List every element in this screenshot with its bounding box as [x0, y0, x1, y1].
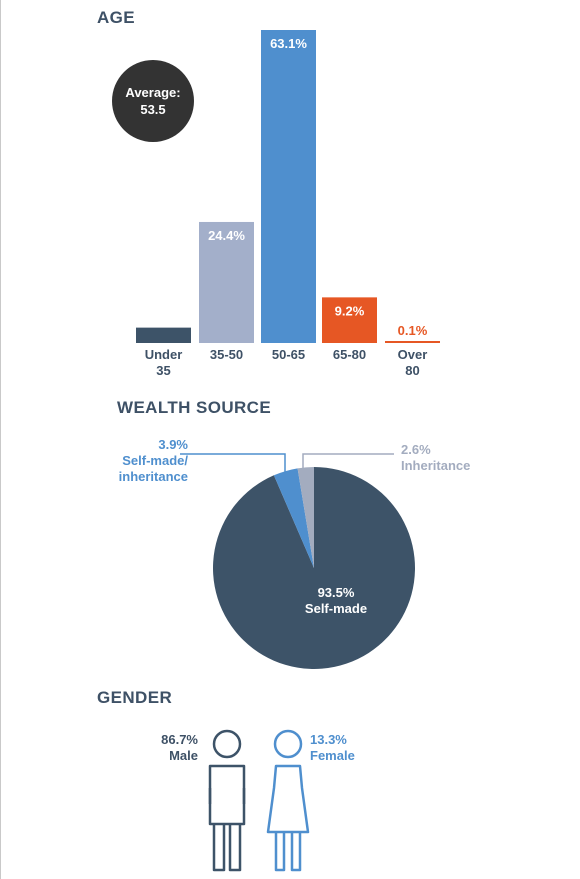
inheritance-leader-line [302, 453, 394, 472]
self-made-name: Self-made [304, 601, 368, 616]
wealth-slice-1 [213, 467, 416, 669]
age-category-label-5: 80 [405, 363, 419, 378]
male-figure-icon [208, 729, 246, 872]
age-bar-value-label-2: 24.4% [208, 228, 245, 243]
inheritance-name: Inheritance [401, 458, 471, 473]
wealth-section-title: WEALTH SOURCE [117, 398, 272, 417]
inheritance-value: 2.6% [401, 442, 431, 457]
age-bar-4 [322, 297, 377, 343]
age-bar-2 [199, 221, 254, 343]
wealth-slice-2 [273, 468, 314, 568]
age-section-title: AGE [97, 8, 136, 27]
self-made-label: 93.5% Self-made [283, 585, 389, 617]
age-bar-value-label-1: 3.1% [149, 310, 179, 325]
gender-section-title: GENDER [97, 688, 173, 707]
average-value: 53.5 [140, 102, 166, 117]
average-age-badge: Average: 53.5 [112, 60, 194, 142]
female-value: 13.3% [310, 732, 347, 747]
age-bar-3 [261, 30, 316, 343]
age-bar-value-label-3: 63.1% [270, 36, 307, 51]
female-label: 13.3% Female [310, 732, 355, 764]
self-made-inheritance-value: 3.9% [158, 437, 188, 452]
age-category-label-3: 50-65 [272, 347, 305, 362]
inheritance-label: 2.6% Inheritance [401, 442, 470, 474]
age-bar-value-label-5: 0.1% [398, 323, 428, 338]
age-category-label-4: 65-80 [333, 347, 366, 362]
self-made-inheritance-leader-line [180, 453, 286, 474]
age-category-label-5: Over [398, 347, 428, 362]
male-label: 86.7% Male [130, 732, 198, 764]
self-made-value: 93.5% [317, 585, 355, 600]
self-made-inheritance-label: 3.9% Self-made/inheritance [110, 437, 188, 485]
age-category-label-1: 35 [156, 363, 170, 378]
age-category-label-2: 35-50 [210, 347, 243, 362]
female-figure-icon [266, 729, 310, 872]
age-bar-value-label-4: 9.2% [335, 303, 365, 318]
wealth-slice-3 [297, 467, 314, 568]
age-bar-1 [136, 327, 191, 343]
average-label: Average: [125, 85, 181, 100]
male-name: Male [169, 748, 198, 763]
self-made-inheritance-name: Self-made/inheritance [118, 453, 188, 484]
age-bar-5 [385, 341, 440, 343]
left-border [0, 0, 1, 879]
female-name: Female [310, 748, 355, 763]
age-category-label-1: Under [145, 347, 183, 362]
wealth-pie-chart [180, 453, 416, 669]
male-value: 86.7% [161, 732, 198, 747]
